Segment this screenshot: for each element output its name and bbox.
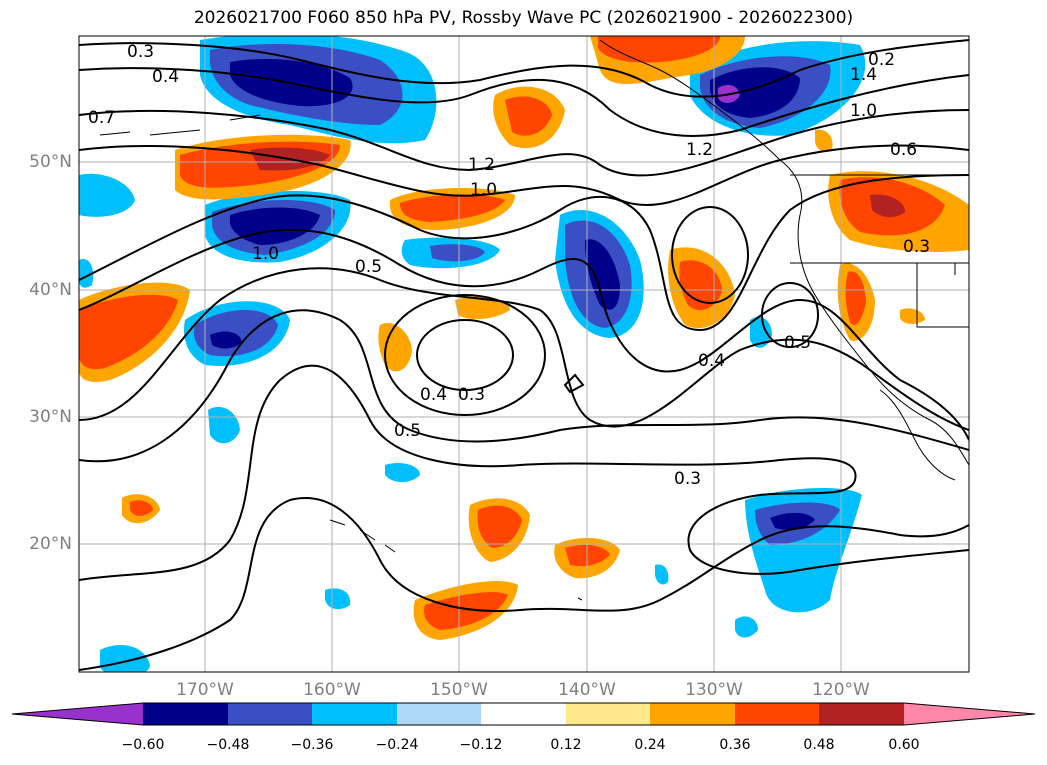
- pv-contours: [79, 39, 969, 671]
- colorbar-tick: −0.60: [121, 737, 165, 753]
- lat-label-40n: 40°N: [29, 280, 72, 300]
- lat-label-30n: 30°N: [29, 407, 72, 427]
- lon-label-140w: 140°W: [558, 680, 616, 700]
- contour-label: 1.0: [470, 180, 497, 200]
- negative-anomaly-southwest: [184, 301, 290, 366]
- contour-label: 0.3: [903, 237, 930, 257]
- colorbar-segment: [566, 703, 650, 725]
- lon-label-160w: 160°W: [303, 680, 361, 700]
- colorbar: [11, 702, 1036, 726]
- contour-label: 1.2: [468, 155, 495, 175]
- contour-label: 0.4: [698, 351, 725, 371]
- contour-label: 0.3: [458, 385, 485, 405]
- colorbar-tick: −0.12: [459, 737, 503, 753]
- colorbar-segment: [397, 703, 481, 725]
- lat-label-20n: 20°N: [29, 534, 72, 554]
- contour-label: 1.0: [850, 101, 877, 121]
- colorbar-segment: [228, 703, 312, 725]
- colorbar-segment: [735, 703, 819, 725]
- contour-label: 0.5: [784, 333, 811, 353]
- colorbar-tick: 0.60: [888, 737, 920, 753]
- map-title: 2026021700 F060 850 hPa PV, Rossby Wave …: [193, 8, 854, 28]
- colorbar-tick: −0.24: [375, 737, 419, 753]
- lon-label-170w: 170°W: [176, 680, 234, 700]
- lat-label-50n: 50°N: [29, 152, 72, 172]
- map-frame: [78, 35, 970, 673]
- contour-label: 1.4: [850, 65, 877, 85]
- colorbar-tick: 0.24: [634, 737, 666, 753]
- contour-label: 0.3: [127, 42, 154, 62]
- positive-anomaly-center: [389, 188, 515, 230]
- positive-anomaly-mid: [378, 296, 510, 372]
- contour-label: 1.2: [686, 140, 713, 160]
- colorbar-segment: [12, 703, 143, 725]
- colorbar-tick: 0.12: [550, 737, 582, 753]
- colorbar-segment: [819, 703, 904, 725]
- negative-anomaly-west: [205, 190, 351, 263]
- coastlines: [99, 39, 969, 601]
- colorbar-tick: −0.36: [290, 737, 334, 753]
- lon-label-150w: 150°W: [430, 680, 488, 700]
- lon-label-120w: 120°W: [812, 680, 870, 700]
- colorbar-tick: 0.48: [803, 737, 835, 753]
- contour-label: 0.6: [890, 140, 917, 160]
- colorbar-segment: [904, 703, 1035, 725]
- positive-anomaly-east: [668, 129, 969, 341]
- contour-label: 0.7: [88, 108, 115, 128]
- colorbar-segment: [143, 703, 228, 725]
- contour-label: 1.0: [252, 244, 279, 264]
- colorbar-tick: 0.36: [719, 737, 751, 753]
- lon-label-130w: 130°W: [685, 680, 743, 700]
- contour-label: 0.3: [674, 469, 701, 489]
- colorbar-segment: [650, 703, 735, 725]
- positive-anomaly-gulf: [493, 86, 565, 149]
- colorbar-segment: [312, 703, 397, 725]
- contour-label: 0.5: [355, 257, 382, 277]
- contour-label: 0.4: [152, 67, 179, 87]
- contour-label: 0.4: [420, 385, 447, 405]
- negative-anomaly-center: [555, 210, 644, 338]
- negative-anomaly-small: [79, 173, 772, 672]
- colorbar-tick: −0.48: [206, 737, 250, 753]
- contour-label: 0.5: [394, 421, 421, 441]
- positive-anomaly-west: [79, 282, 190, 382]
- positive-anomaly-north: [175, 134, 351, 200]
- contour-label: 0.2: [868, 50, 895, 70]
- colorbar-segment: [481, 703, 566, 725]
